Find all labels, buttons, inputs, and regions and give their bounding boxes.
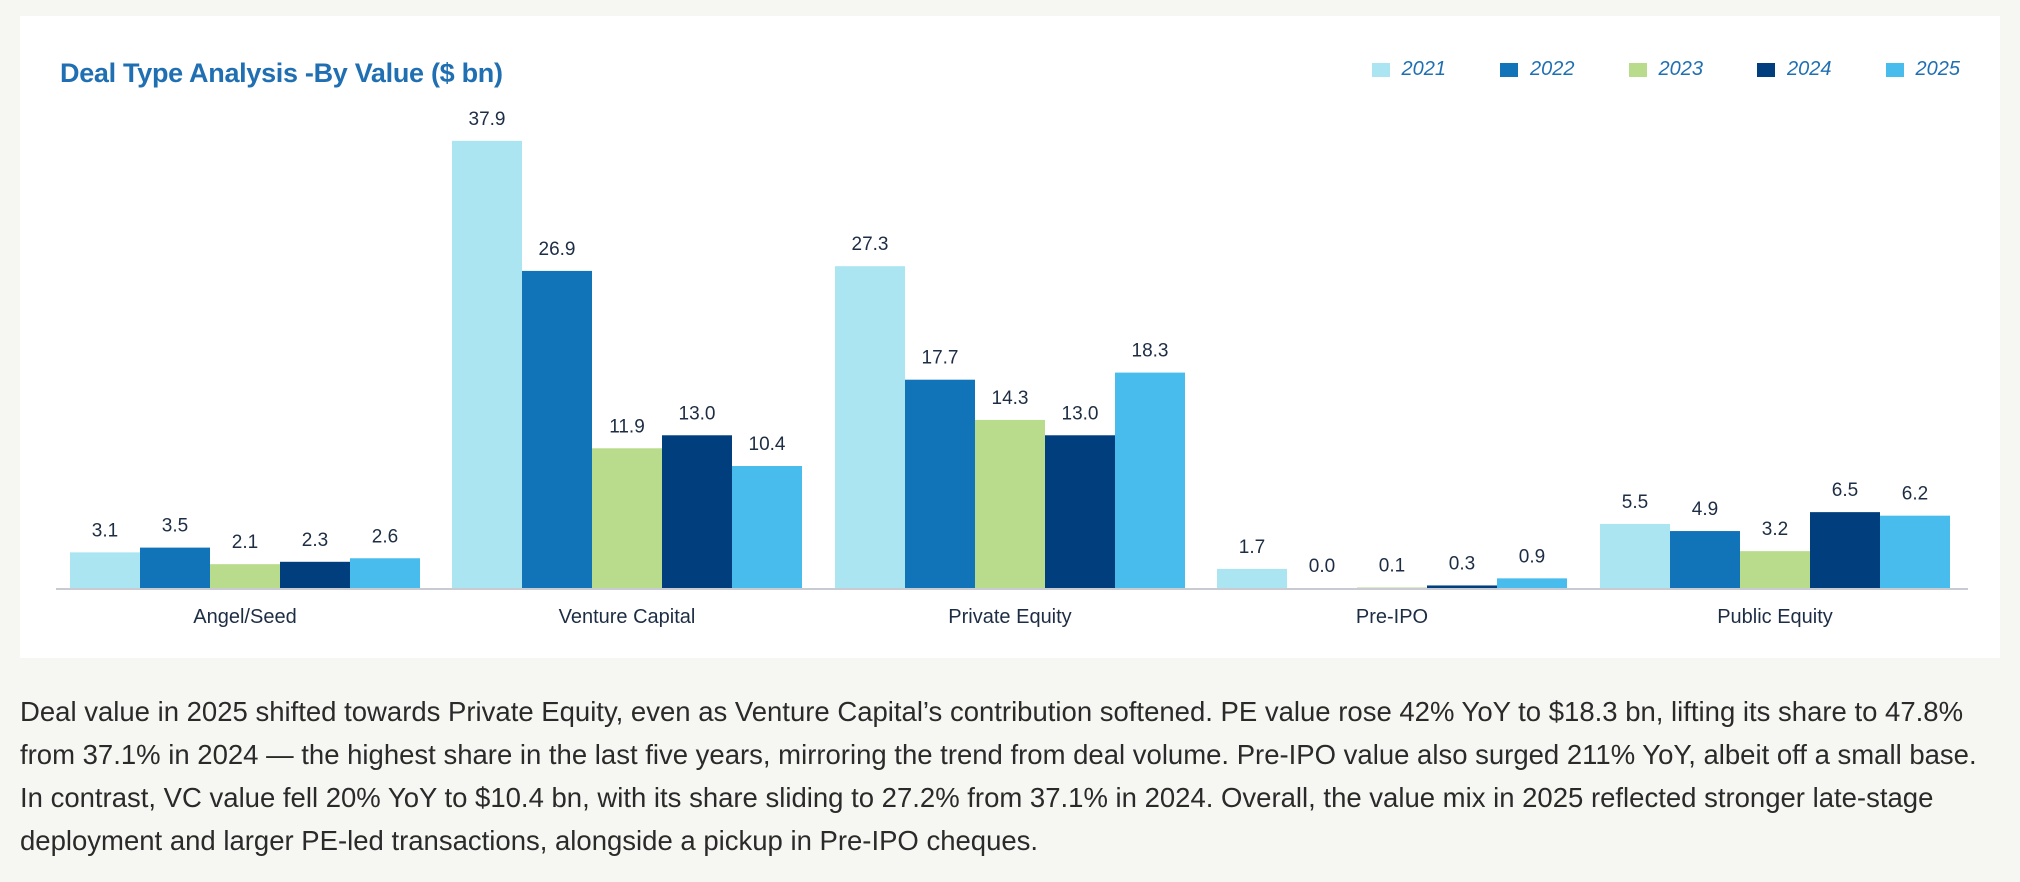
bar-2024-angel-seed <box>280 561 350 589</box>
data-label: 6.2 <box>1902 484 1928 505</box>
legend-label: 2024 <box>1787 58 1832 80</box>
legend-swatch <box>1500 62 1518 77</box>
data-label: 27.3 <box>852 234 889 255</box>
bar-2022-public-equity <box>1670 531 1740 589</box>
bar-2023-private-equity <box>975 419 1045 589</box>
summary-paragraph: Deal value in 2025 shifted towards Priva… <box>20 696 1977 856</box>
chart-legend: 2021 2022 2023 2024 2025 <box>1318 58 1961 81</box>
bar-2025-venture-capital <box>732 466 802 589</box>
bar-2021-pre-ipo <box>1217 568 1287 589</box>
chart-card: Deal Type Analysis -By Value ($ bn) 2021… <box>20 16 2000 658</box>
bar-2021-private-equity <box>835 266 905 589</box>
data-label: 18.3 <box>1132 341 1169 362</box>
data-label: 2.6 <box>372 526 398 547</box>
data-label: 4.9 <box>1692 499 1718 520</box>
bar-2022-private-equity <box>905 379 975 589</box>
legend-item-2022: 2022 <box>1500 58 1575 81</box>
data-label: 0.3 <box>1449 553 1475 574</box>
bar-2021-public-equity <box>1600 523 1670 589</box>
data-label: 2.1 <box>232 532 258 553</box>
bar-2024-venture-capital <box>662 435 732 589</box>
data-label: 13.0 <box>679 403 716 424</box>
data-label: 37.9 <box>469 109 506 130</box>
data-label: 14.3 <box>992 388 1029 409</box>
bar-2022-venture-capital <box>522 270 592 589</box>
legend-label: 2025 <box>1915 58 1961 80</box>
category-label: Private Equity <box>948 606 1071 628</box>
bar-chart: 3.1 3.5 2.1 2.3 2.6 Angel/Seed 37.9 26.9 11.9 13.… <box>56 109 1968 628</box>
legend-swatch <box>1371 62 1390 77</box>
bar-2023-angel-seed <box>210 564 280 589</box>
data-label: 17.7 <box>922 348 959 369</box>
data-label: 13.0 <box>1062 403 1099 424</box>
legend-item-2023: 2023 <box>1628 58 1704 81</box>
bar-2023-public-equity <box>1740 551 1810 589</box>
data-label: 11.9 <box>609 416 645 437</box>
bar-2025-private-equity <box>1115 372 1185 589</box>
data-label: 3.1 <box>92 520 118 541</box>
data-label: 2.3 <box>302 530 328 551</box>
bar-2025-angel-seed <box>350 558 420 589</box>
legend-label: 2022 <box>1530 58 1575 80</box>
data-label: 10.4 <box>749 434 786 455</box>
category-label: Public Equity <box>1717 606 1833 628</box>
data-label: 5.5 <box>1622 492 1648 513</box>
chart-title: Deal Type Analysis -By Value ($ bn) <box>60 58 503 88</box>
bar-2021-angel-seed <box>70 552 140 589</box>
legend-item-2021: 2021 <box>1371 58 1447 81</box>
bar-2021-venture-capital <box>452 140 522 589</box>
category-label: Venture Capital <box>559 606 696 628</box>
legend-swatch <box>1628 62 1647 77</box>
bar-2024-public-equity <box>1810 512 1880 589</box>
data-label: 3.2 <box>1762 519 1788 540</box>
data-label: 26.9 <box>539 239 576 260</box>
bar-2023-venture-capital <box>592 448 662 589</box>
category-label: Pre-IPO <box>1356 606 1428 628</box>
data-label: 0.9 <box>1519 546 1545 567</box>
legend-label: 2023 <box>1658 58 1704 80</box>
bar-2024-pre-ipo <box>1427 585 1497 589</box>
bar-2022-angel-seed <box>140 547 210 589</box>
data-label: 6.5 <box>1832 480 1858 501</box>
data-label: 0.1 <box>1379 556 1405 577</box>
data-label: 1.7 <box>1239 537 1265 558</box>
legend-item-2025: 2025 <box>1885 58 1961 81</box>
category-label: Angel/Seed <box>193 606 296 628</box>
legend-item-2024: 2024 <box>1757 58 1832 81</box>
legend-swatch <box>1757 62 1775 77</box>
legend-label: 2021 <box>1401 58 1447 80</box>
bar-2024-private-equity <box>1045 435 1115 589</box>
bar-2025-public-equity <box>1880 515 1950 589</box>
bar-2025-pre-ipo <box>1497 578 1567 589</box>
data-label: 0.0 <box>1309 556 1335 577</box>
legend-swatch <box>1885 62 1904 77</box>
data-label: 3.5 <box>162 516 188 537</box>
